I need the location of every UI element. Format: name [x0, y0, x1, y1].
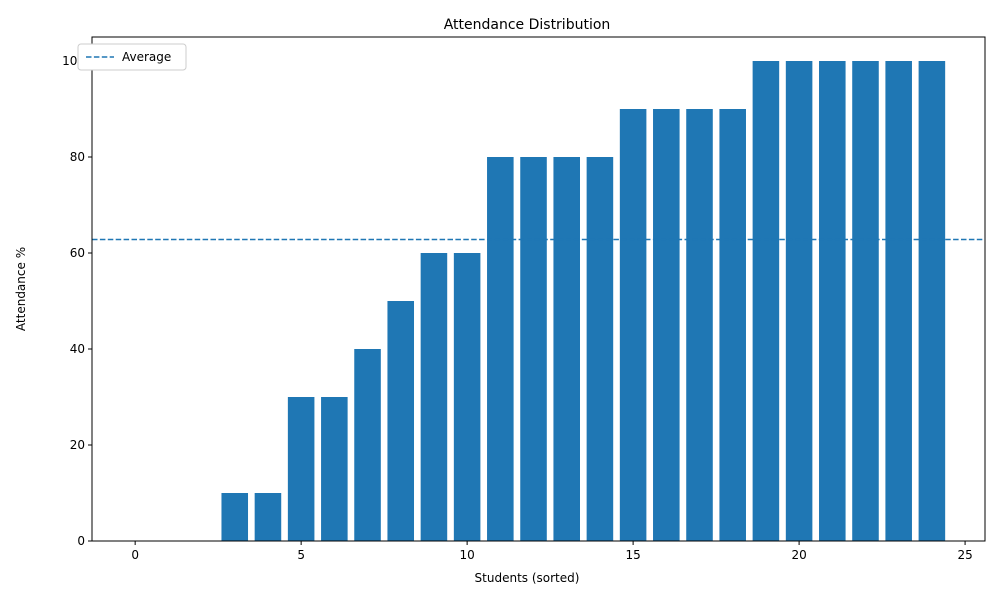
plot-frame — [91, 36, 986, 542]
bar-student-10 — [453, 253, 481, 541]
bar-student-7 — [354, 349, 381, 541]
bar-student-20 — [785, 61, 813, 541]
x-tick-label: 25 — [957, 548, 972, 562]
bars-group — [221, 61, 946, 541]
y-axis-label: Attendance % — [14, 247, 28, 331]
legend-entry-average: Average — [122, 50, 171, 64]
x-tick-label: 5 — [297, 548, 305, 562]
bar-student-6 — [321, 397, 348, 541]
bar-student-5 — [287, 397, 315, 541]
bar-student-22 — [852, 61, 879, 541]
bar-student-14 — [586, 157, 614, 541]
bar-student-16 — [653, 109, 680, 541]
x-tick-label: 15 — [625, 548, 640, 562]
bar-student-24 — [918, 61, 946, 541]
y-tick-label: 60 — [70, 246, 85, 260]
legend: Average — [77, 43, 187, 71]
bar-student-9 — [420, 253, 448, 541]
x-tick-label: 0 — [131, 548, 139, 562]
bar-student-3 — [221, 493, 249, 541]
y-tick-label: 20 — [70, 438, 85, 452]
bar-student-17 — [686, 109, 713, 541]
x-axis-label: Students (sorted) — [475, 571, 580, 585]
chart-title: Attendance Distribution — [444, 17, 611, 33]
bar-student-8 — [387, 301, 415, 541]
bar-student-18 — [719, 109, 746, 541]
bar-student-12 — [520, 157, 547, 541]
bar-student-15 — [619, 109, 647, 541]
y-tick-label: 40 — [70, 342, 85, 356]
bar-student-23 — [885, 61, 912, 541]
y-tick-label: 80 — [70, 150, 85, 164]
x-axis-ticks: 0 5 10 15 20 25 — [131, 541, 973, 562]
bar-student-19 — [752, 61, 780, 541]
y-tick-label: 0 — [77, 534, 85, 548]
bar-student-13 — [553, 157, 580, 541]
bar-student-4 — [254, 493, 282, 541]
legend-box — [77, 43, 187, 71]
bar-student-21 — [819, 61, 846, 541]
x-tick-label: 10 — [459, 548, 474, 562]
x-tick-label: 20 — [791, 548, 806, 562]
bar-student-11 — [487, 157, 514, 541]
